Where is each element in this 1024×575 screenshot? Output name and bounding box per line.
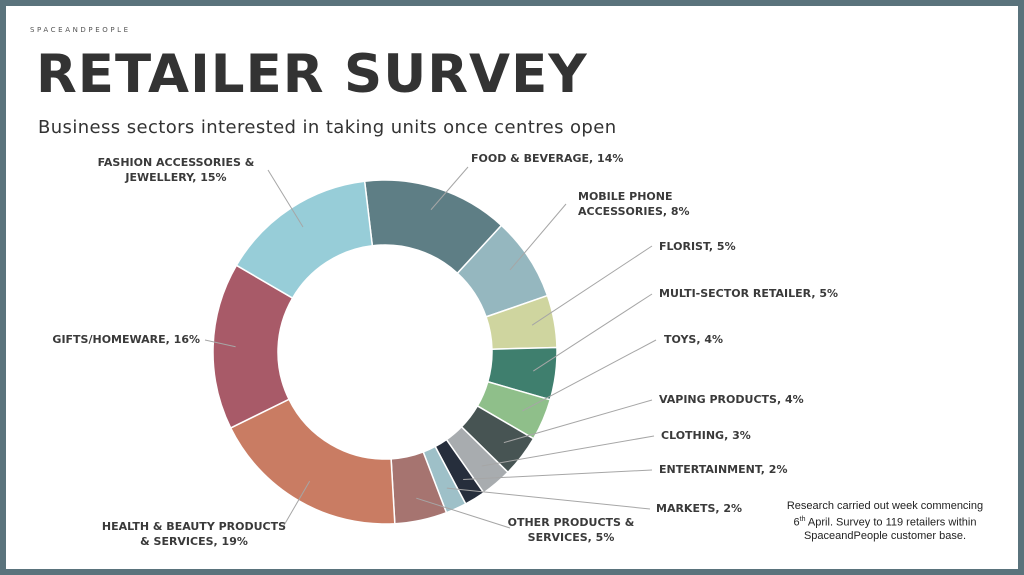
slice-label: HEALTH & BEAUTY PRODUCTS & SERVICES, 19% xyxy=(102,520,286,548)
leader-line xyxy=(481,435,655,467)
slice-label: FASHION ACCESSORIES & JEWELLERY, 15% xyxy=(98,156,255,184)
leader-line xyxy=(463,469,653,480)
page-title: RETAILER SURVEY xyxy=(36,44,588,105)
footnote-line2: April. Survey to 119 retailers within xyxy=(805,516,977,529)
footnote-line3: SpaceandPeople customer base. xyxy=(803,529,967,542)
slice-label: TOYS, 4% xyxy=(664,333,723,346)
leader-line xyxy=(503,399,653,444)
leader-line xyxy=(204,339,236,348)
slice-label: MULTI-SECTOR RETAILER, 5% xyxy=(659,287,838,300)
footnote-day: 6 xyxy=(793,516,800,529)
slice-label: ENTERTAINMENT, 2% xyxy=(659,463,787,476)
leader-line xyxy=(531,245,653,326)
brand-name: SPACEANDPEOPLE xyxy=(30,26,131,34)
leader-line xyxy=(430,166,469,211)
slice-label: MOBILE PHONE ACCESSORIES, 8% xyxy=(578,190,690,218)
leader-line xyxy=(282,480,311,528)
footnote-day-suffix: th xyxy=(799,516,806,523)
leader-line xyxy=(267,169,304,228)
leader-line xyxy=(522,339,657,412)
slice-label: FOOD & BEVERAGE, 14% xyxy=(471,152,623,165)
slice-label: VAPING PRODUCTS, 4% xyxy=(659,393,804,406)
slice-label: CLOTHING, 3% xyxy=(661,429,751,442)
leader-line xyxy=(446,487,651,510)
slice-fashion-accessories-jewellery xyxy=(235,180,374,300)
leader-line xyxy=(533,293,653,372)
slice-label: MARKETS, 2% xyxy=(656,502,742,515)
slice-label: OTHER PRODUCTS & SERVICES, 5% xyxy=(508,516,635,544)
footnote-line1: Research carried out week commencing xyxy=(786,500,984,512)
leader-line xyxy=(509,203,567,271)
slice-label: GIFTS/HOMEWARE, 16% xyxy=(52,333,200,346)
page-subtitle: Business sectors interested in taking un… xyxy=(38,117,617,138)
slice-health-beauty-products-services xyxy=(229,398,396,525)
leader-line xyxy=(416,497,511,529)
footnote: Research carried out week commencing 6th… xyxy=(766,500,1004,543)
slice-label: FLORIST, 5% xyxy=(659,240,736,253)
